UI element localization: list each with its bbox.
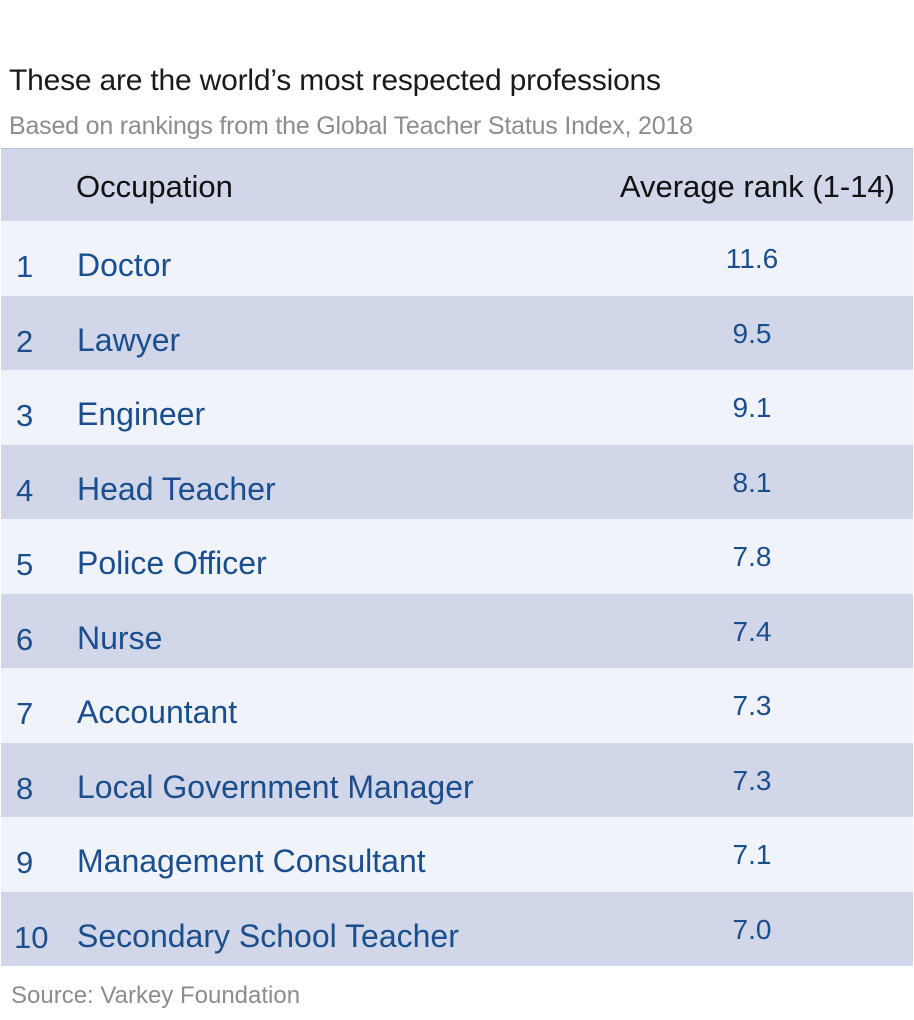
occupation-label: Head Teacher: [77, 470, 276, 507]
occupation-label: Management Consultant: [77, 843, 426, 879]
average-rank-value: 7.1: [732, 839, 772, 870]
average-rank-value: 7.3: [732, 764, 772, 796]
table-row: 8 Local Government Manager 7.3: [1, 742, 913, 817]
table-row: 10 Secondary School Teacher 7.0: [1, 891, 913, 966]
average-rank-value: 9.5: [732, 317, 772, 349]
table-row: 4 Head Teacher 8.1: [1, 444, 913, 519]
table-row: 9 Management Consultant 7.1: [1, 817, 913, 892]
rank-number: 3: [16, 398, 34, 433]
average-rank-value: 8.1: [732, 466, 772, 498]
source-note: Source: Varkey Foundation: [11, 982, 301, 1009]
average-rank-value: 7.4: [732, 615, 772, 647]
occupation-label: Doctor: [77, 247, 172, 283]
average-rank-value: 9.1: [732, 392, 772, 423]
rank-number: 9: [16, 845, 34, 880]
table-row: 6 Nurse 7.4: [1, 593, 913, 668]
occupation-label: Police Officer: [77, 545, 267, 581]
table-row: 5 Police Officer 7.8: [1, 519, 913, 594]
table-header-row: Occupation Average rank (1-14): [1, 149, 913, 221]
average-rank-value: 7.3: [732, 690, 772, 721]
professions-table: Occupation Average rank (1-14) 1 Doctor …: [1, 148, 913, 966]
table-row: 1 Doctor 11.6: [1, 221, 913, 296]
column-header-average-rank: Average rank (1-14): [619, 169, 895, 204]
rank-number: 2: [16, 323, 34, 359]
rank-number: 1: [16, 249, 34, 284]
rank-number: 4: [16, 472, 34, 508]
chart-subtitle: Based on rankings from the Global Teache…: [9, 112, 693, 140]
table-row: 7 Accountant 7.3: [1, 668, 913, 743]
occupation-label: Accountant: [77, 694, 238, 730]
occupation-label: Engineer: [77, 396, 206, 432]
rank-number: 6: [16, 621, 34, 657]
occupation-label: Secondary School Teacher: [77, 917, 459, 954]
average-rank-value: 11.6: [725, 243, 779, 274]
rank-number: 10: [14, 919, 49, 955]
occupation-label: Local Government Manager: [77, 768, 474, 805]
chart-title: These are the world’s most respected pro…: [9, 64, 661, 97]
occupation-label: Lawyer: [77, 321, 181, 358]
rank-number: 5: [16, 547, 34, 582]
rank-number: 7: [16, 696, 34, 731]
rank-number: 8: [16, 770, 34, 806]
occupation-label: Nurse: [77, 619, 163, 656]
average-rank-value: 7.8: [732, 541, 772, 572]
table-row: 2 Lawyer 9.5: [1, 295, 913, 370]
column-header-occupation: Occupation: [76, 169, 233, 204]
table-row: 3 Engineer 9.1: [1, 370, 913, 445]
average-rank-value: 7.0: [732, 913, 772, 945]
